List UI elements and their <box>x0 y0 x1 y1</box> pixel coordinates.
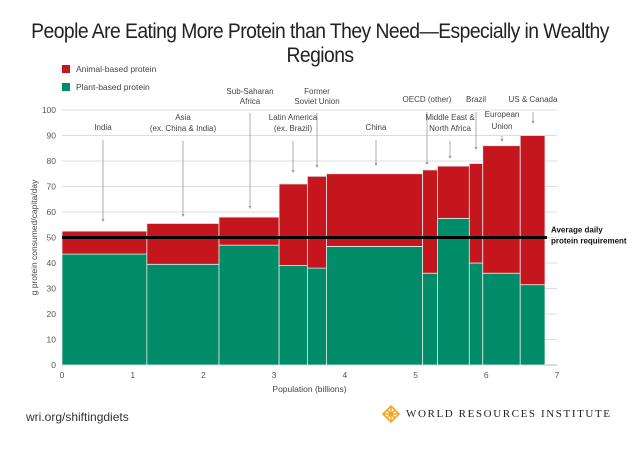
region-label: US & Canada <box>509 95 558 104</box>
bar-plant <box>61 253 148 366</box>
y-tick-label: 40 <box>47 258 57 268</box>
bar-plant <box>306 267 327 366</box>
x-tick-label: 7 <box>555 370 560 380</box>
legend-animal: Animal-based protein <box>62 64 156 74</box>
chart-title: People Are Eating More Protein than They… <box>31 20 609 67</box>
region-label: Africa <box>240 97 261 106</box>
region-label: India <box>94 123 112 132</box>
wri-logo: WORLD RESOURCES INSTITUTE <box>382 405 612 423</box>
chart: 0 10 20 30 40 50 60 70 80 90 100 0 1 2 3 4 5 6 7 Population… <box>29 87 627 394</box>
region-label: Union <box>492 122 513 131</box>
y-tick-label: 50 <box>47 233 57 243</box>
bar-animal <box>278 183 308 266</box>
y-tick-label: 20 <box>47 309 57 319</box>
bar-plant <box>482 272 521 366</box>
arrow-head-icon <box>531 121 535 124</box>
region-label: Middle East & <box>425 113 475 122</box>
region-label: China <box>366 123 387 132</box>
arrow-head-icon <box>500 139 504 142</box>
logo-text: WORLD RESOURCES INSTITUTE <box>406 408 612 420</box>
bar-animal <box>306 175 327 269</box>
region-label: Sub-Saharan <box>226 87 273 96</box>
bar-animal <box>468 163 484 264</box>
legend-plant: Plant-based protein <box>62 82 150 92</box>
arrow-head-icon <box>474 147 478 150</box>
arrow-head-icon <box>374 163 378 166</box>
y-tick-label: 80 <box>47 156 57 166</box>
requirement-label: Average daily <box>551 226 603 235</box>
arrow-head-icon <box>315 165 319 168</box>
y-tick-label: 0 <box>51 360 56 370</box>
y-tick-label: 10 <box>47 335 57 345</box>
footer-url[interactable]: wri.org/shiftingdiets <box>26 410 129 424</box>
legend-label: Animal-based protein <box>76 64 157 74</box>
arrow-head-icon <box>425 162 429 165</box>
bar-plant <box>146 263 220 366</box>
bar-plant <box>468 262 484 366</box>
arrow-head-icon <box>101 219 105 222</box>
bar-plant <box>519 284 546 366</box>
arrow-head-icon <box>291 170 295 173</box>
region-label: Latin America <box>269 113 318 122</box>
bar-animal <box>437 165 470 219</box>
bar-animal <box>422 169 438 274</box>
bar-animal <box>482 145 521 274</box>
bar-plant <box>218 244 280 366</box>
arrow-head-icon <box>448 156 452 159</box>
wri-logo-icon <box>382 405 400 423</box>
x-tick-label: 5 <box>413 370 418 380</box>
region-label: (ex. China & India) <box>150 124 217 133</box>
arrow-head-icon <box>248 206 252 209</box>
y-tick-label: 90 <box>47 131 57 141</box>
y-tick-label: 100 <box>42 105 56 115</box>
bar-animal <box>218 216 280 246</box>
region-label: Soviet Union <box>294 97 339 106</box>
bar-animal <box>146 223 220 265</box>
bar-plant <box>278 265 308 366</box>
legend-label: Plant-based protein <box>76 82 150 92</box>
region-label: European <box>485 110 520 119</box>
legend-swatch-animal <box>62 65 70 73</box>
y-tick-label: 70 <box>47 182 57 192</box>
region-label: Brazil <box>466 95 486 104</box>
bar-plant <box>422 272 438 366</box>
legend-swatch-plant <box>62 83 70 91</box>
y-tick-label: 60 <box>47 207 57 217</box>
x-tick-label: 0 <box>60 370 65 380</box>
region-label: North Africa <box>429 124 471 133</box>
bar-animal <box>61 230 148 255</box>
region-label: Former <box>304 87 330 96</box>
bar-animal <box>519 135 546 286</box>
x-tick-label: 1 <box>130 370 135 380</box>
bar-plant <box>437 217 470 366</box>
region-label: Asia <box>175 113 191 122</box>
bar-plant <box>326 246 424 366</box>
y-axis-label: g protein consumed/capita/day <box>29 179 39 296</box>
y-tick-label: 30 <box>47 284 57 294</box>
region-label: OECD (other) <box>403 95 452 104</box>
x-tick-label: 3 <box>272 370 277 380</box>
x-axis-label: Population (billions) <box>272 384 346 394</box>
arrow-head-icon <box>181 214 185 217</box>
region-label: (ex. Brazil) <box>274 124 313 133</box>
x-tick-label: 2 <box>201 370 206 380</box>
x-tick-label: 6 <box>484 370 489 380</box>
x-tick-label: 4 <box>342 370 347 380</box>
bar-animal <box>326 173 424 247</box>
requirement-label: protein requirement <box>551 237 627 246</box>
